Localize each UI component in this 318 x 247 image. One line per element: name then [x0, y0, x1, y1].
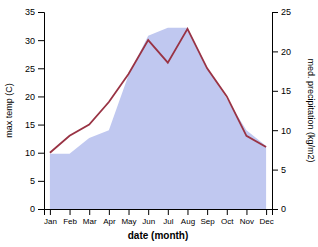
y-tick: 30: [25, 36, 44, 46]
tick-mark: [38, 209, 44, 210]
tick-label: Aug: [181, 217, 195, 226]
y-tick: 20: [25, 92, 44, 102]
tick-mark: [38, 181, 44, 182]
y-tick: 10: [25, 148, 44, 158]
tick-mark: [168, 209, 169, 215]
tick-mark: [129, 209, 130, 215]
tick-mark: [38, 125, 44, 126]
x-tick: Nov: [240, 209, 254, 226]
x-tick: May: [121, 209, 136, 226]
y-tick: 15: [25, 120, 44, 130]
area: [50, 28, 266, 209]
tick-label: Jun: [142, 217, 155, 226]
plot-area: [50, 28, 266, 209]
tick-label: 0: [30, 204, 35, 214]
line: [50, 29, 266, 153]
axis-line: [45, 210, 273, 216]
tick-label: Sep: [201, 217, 216, 226]
chart: 051015202530350510152025JanFebMarAprMayJ…: [0, 0, 318, 247]
tick-label: Nov: [240, 217, 254, 226]
y-tick: 35: [25, 7, 44, 17]
tick-mark: [187, 209, 188, 215]
x-tick: Sep: [201, 209, 216, 226]
tick-mark: [109, 209, 110, 215]
y-tick: 25: [25, 64, 44, 74]
tick-label: Dec: [259, 217, 273, 226]
tick-mark: [272, 91, 278, 92]
tick-mark: [38, 12, 44, 13]
y2-tick: 5: [272, 165, 286, 175]
y2-tick: 10: [272, 126, 291, 136]
tick-label: 5: [30, 176, 35, 186]
x-tick: Jul: [163, 209, 173, 226]
tick-mark: [38, 68, 44, 69]
tick-label: 25: [25, 64, 35, 74]
x-tick: Jan: [44, 209, 57, 226]
x-tick: Dec: [259, 209, 273, 226]
tick-mark: [38, 153, 44, 154]
tick-label: 25: [281, 7, 291, 17]
x-tick: Mar: [83, 209, 97, 226]
tick-mark: [70, 209, 71, 215]
x-tick: Feb: [63, 209, 77, 226]
y2-tick: 25: [272, 7, 291, 17]
y2-tick: 0: [272, 204, 286, 214]
tick-mark: [266, 209, 267, 215]
tick-mark: [246, 209, 247, 215]
axis-line: [38, 13, 45, 210]
tick-label: Mar: [83, 217, 97, 226]
tick-label: 10: [281, 126, 291, 136]
tick-label: May: [121, 217, 136, 226]
tick-mark: [227, 209, 228, 215]
tick-label: 10: [25, 148, 35, 158]
tick-label: 20: [25, 92, 35, 102]
tick-mark: [207, 209, 208, 215]
tick-mark: [50, 209, 51, 215]
y-axis: 0 5 10 15 20 25 30 35: [25, 7, 45, 214]
tick-mark: [272, 130, 278, 131]
tick-mark: [272, 12, 278, 13]
y-tick: 5: [30, 176, 44, 186]
tick-mark: [89, 209, 90, 215]
tick-mark: [38, 40, 44, 41]
tick-mark: [38, 96, 44, 97]
tick-mark: [272, 51, 278, 52]
x-tick: Jun: [142, 209, 155, 226]
tick-label: Feb: [63, 217, 77, 226]
tick-label: 30: [25, 36, 35, 46]
tick-mark: [148, 209, 149, 215]
tick-label: 15: [281, 86, 291, 96]
y-tick: 0: [30, 204, 44, 214]
tick-label: 20: [281, 47, 291, 57]
y2-tick: 20: [272, 47, 291, 57]
axis-line: [273, 13, 279, 210]
y2-axis-title: med. precipitation (kg/m2): [306, 58, 316, 162]
x-tick: Oct: [221, 209, 234, 226]
x-tick: Aug: [181, 209, 195, 226]
chart-container: 051015202530350510152025JanFebMarAprMayJ…: [0, 0, 318, 247]
tick-label: 35: [25, 7, 35, 17]
tick-label: 0: [281, 204, 286, 214]
tick-label: 5: [281, 165, 286, 175]
tick-label: Jul: [163, 217, 173, 226]
y2-axis: 0 5 10 15 20 25: [272, 7, 291, 214]
tick-label: 15: [25, 120, 35, 130]
x-axis: Jan Feb Mar Apr May Jun Jul Aug Sep Oct Nov Dec: [44, 209, 274, 226]
x-tick: Apr: [103, 209, 116, 226]
tick-mark: [272, 170, 278, 171]
y2-tick: 15: [272, 86, 291, 96]
tick-label: Oct: [221, 217, 234, 226]
tick-label: Apr: [103, 217, 116, 226]
y-axis-title: max temp (C): [4, 83, 14, 138]
tick-label: Jan: [44, 217, 57, 226]
x-axis-title: date (month): [128, 230, 189, 241]
